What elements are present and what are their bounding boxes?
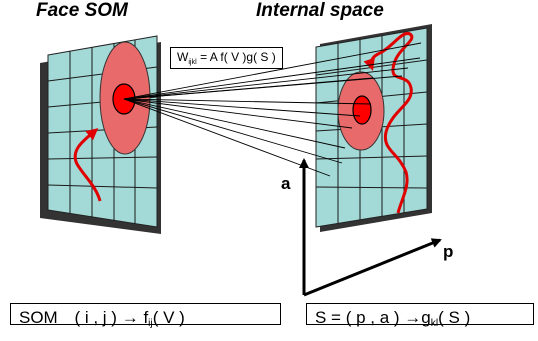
- som-mapping-box: SOM ( i , j ) → fij( V ): [10, 303, 281, 329]
- axis-a-label: a: [281, 174, 291, 193]
- s-mapping-box: S = ( p , a ) →gkl( S ): [306, 303, 534, 329]
- som-arrow: →: [121, 308, 139, 327]
- s-g-sub: kl: [430, 318, 439, 329]
- axis-p: [303, 238, 442, 297]
- left-red-curve: [73, 128, 102, 202]
- som-f-arg: ( V ): [152, 308, 185, 327]
- weight-formula-box: Wijkl = A f( V )g( S ): [170, 47, 283, 69]
- s-g-arg: ( S ): [438, 308, 471, 327]
- connection-lines: [123, 42, 422, 177]
- axis-p-label: p: [443, 242, 454, 261]
- internal-space-title: Internal space: [256, 0, 384, 21]
- s-arrow: →: [404, 308, 422, 327]
- s-g: g: [421, 308, 431, 327]
- som-f: f: [143, 308, 149, 327]
- face-som-title: Face SOM: [36, 0, 128, 21]
- som-f-sub: ij: [148, 318, 153, 329]
- axes: [299, 158, 442, 297]
- weight-symbol: W: [177, 50, 189, 64]
- weight-expression: = A f( V )g( S ): [200, 50, 276, 64]
- internal-space-grid: [315, 24, 432, 232]
- som-args: ( i , j ): [74, 308, 117, 327]
- som-prefix: SOM: [19, 308, 58, 327]
- weight-subscript: ijkl: [188, 57, 197, 66]
- face-som-grid: [40, 35, 161, 234]
- right-red-curve: [363, 31, 414, 214]
- s-lhs: S = ( p , a ): [315, 308, 400, 327]
- right-node: [352, 95, 372, 125]
